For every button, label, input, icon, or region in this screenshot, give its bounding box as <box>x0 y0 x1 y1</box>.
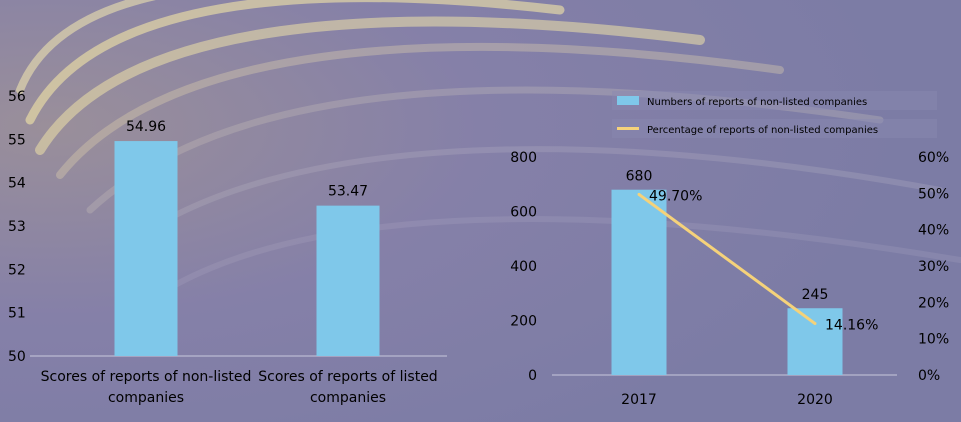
x-category-label: companies <box>108 390 184 406</box>
x-category-label: Scores of reports of non-listed <box>41 369 252 385</box>
left-bar-chart: 50 51 52 53 54 55 56 54.96 53.47 Scores of repo… <box>8 89 447 406</box>
left-y-tick-label: 51 <box>8 306 26 322</box>
x-category-label: companies <box>310 390 386 406</box>
left-y-tick-label: 800 <box>510 150 537 166</box>
left-y-tick-label: 54 <box>8 176 26 192</box>
data-label: 53.47 <box>328 184 368 200</box>
legend-line-label: Percentage of reports of non-listed comp… <box>647 125 878 136</box>
x-category-label: Scores of reports of listed <box>258 369 437 385</box>
left-y-tick-label: 55 <box>8 132 26 148</box>
right-y-tick-label: 60% <box>918 150 949 166</box>
left-y-tick-label: 400 <box>510 259 537 275</box>
left-y-tick-label: 50 <box>8 349 26 365</box>
bar <box>611 189 667 375</box>
left-y-tick-label: 52 <box>8 262 26 278</box>
line-data-label: 49.70% <box>649 188 702 204</box>
line-point <box>637 192 641 196</box>
left-y-tick-label: 600 <box>510 205 537 221</box>
data-label: 54.96 <box>126 119 166 135</box>
right-y-tick-label: 30% <box>918 259 949 275</box>
bar <box>787 308 843 375</box>
series-line <box>638 193 816 325</box>
left-y-tick-label: 200 <box>510 314 537 330</box>
bar <box>316 205 380 356</box>
right-y-tick-label: 40% <box>918 223 949 239</box>
right-y-tick-label: 20% <box>918 295 949 311</box>
legend-bar-label: Numbers of reports of non-listed compani… <box>647 97 867 108</box>
bar-data-label: 680 <box>626 169 653 185</box>
left-y-tick-label: 56 <box>8 89 26 105</box>
line-point <box>813 322 817 326</box>
right-y-tick-label: 50% <box>918 186 949 202</box>
left-y-tick-label: 53 <box>8 219 26 235</box>
x-category-label: 2017 <box>621 392 657 408</box>
left-y-tick-label: 0 <box>528 368 537 384</box>
bar-data-label: 245 <box>802 287 829 303</box>
x-category-label: 2020 <box>797 392 833 408</box>
right-y-tick-label: 10% <box>918 332 949 348</box>
right-y-tick-label: 0% <box>918 368 940 384</box>
bar <box>114 141 178 356</box>
line-data-label: 14.16% <box>825 318 878 334</box>
legend: Numbers of reports of non-listed compani… <box>612 91 937 138</box>
right-combo-chart: 0 200 400 600 800 0% 10% 20% 30% 40% 50% 60% 680 24… <box>510 91 949 408</box>
legend-bar-swatch <box>617 96 639 105</box>
